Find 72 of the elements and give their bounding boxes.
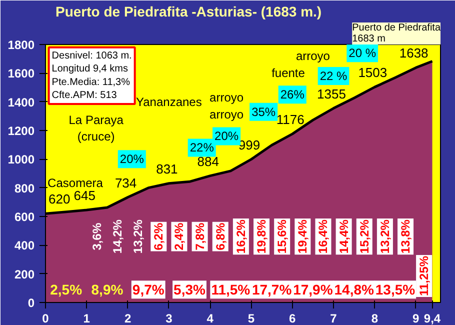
- annotation: 13,5%: [375, 282, 416, 298]
- annotation: 14,2%: [110, 219, 125, 254]
- y-tick-label: 1800: [8, 38, 35, 52]
- x-tick-label: 2: [124, 312, 132, 325]
- data-label: 1503: [358, 65, 388, 80]
- x-tick-label: 0: [42, 312, 50, 325]
- annotation: 13,2%: [378, 219, 392, 254]
- annotation: 20 %: [348, 46, 376, 60]
- y-tick-label: 1000: [8, 152, 35, 167]
- annotation: Casomera: [48, 176, 104, 190]
- annotation: 14,4%: [336, 219, 351, 254]
- annotation: 6,2%: [152, 222, 166, 250]
- y-tick-label: 400: [14, 238, 35, 253]
- annotation: 20%: [214, 129, 239, 144]
- annotation: 14,8%: [334, 282, 374, 298]
- data-label: 734: [114, 175, 137, 190]
- annotation: 17,9%: [293, 282, 334, 298]
- annotation: 7,8%: [192, 222, 207, 250]
- y-tick-label: 200: [14, 267, 35, 282]
- chart-title: Puerto de Piedrafita -Asturias- (1683 m.): [56, 4, 322, 20]
- annotation: 9,7%: [132, 282, 165, 298]
- annotation: 11,5%: [211, 282, 251, 298]
- x-tick-label: 8: [371, 312, 378, 325]
- annotation: 2,5%: [50, 282, 83, 298]
- text: Puerto de Piedrafita 1683 m: [352, 22, 441, 44]
- annotation: 3,6%: [90, 222, 104, 250]
- annotation: Desnivel: 1063 m. Longitud 9,4 kms Pte.Media: 11,3% Cfte.APM: 513: [52, 50, 132, 101]
- y-tick-label: 1600: [8, 66, 35, 81]
- annotation: 17,7%: [252, 282, 292, 298]
- data-label: 1638: [399, 46, 428, 61]
- annotation: 15,6%: [275, 219, 290, 254]
- y-tick-label: 800: [14, 181, 35, 196]
- data-label: 1355: [317, 86, 346, 102]
- annotation: arroyo arroyo: [210, 90, 244, 122]
- x-tick-label: 9: [412, 312, 420, 325]
- data-label: 831: [156, 161, 178, 176]
- x-tick-label: 7: [330, 312, 338, 325]
- annotation: 16,4%: [316, 219, 330, 254]
- data-label: 884: [197, 154, 219, 169]
- annotation: 13,8%: [398, 219, 413, 254]
- x-tick-label: 5: [248, 312, 255, 325]
- y-tick-label: 1400: [8, 95, 35, 110]
- annotation: 8,9%: [91, 282, 124, 298]
- x-tick-label: 3: [166, 312, 173, 325]
- y-tick-label: 1200: [8, 124, 35, 138]
- x-tick-label: 1: [83, 312, 90, 325]
- x-tick-label: 4: [206, 312, 214, 325]
- y-tick-label: 0: [28, 296, 35, 310]
- annotation: 19,8%: [254, 219, 269, 254]
- y-tick-label: 600: [14, 210, 35, 224]
- annotation: 5,3%: [174, 282, 206, 298]
- x-tick-label: 6: [289, 312, 296, 325]
- annotation: 22 %: [320, 69, 348, 84]
- annotation: 13,2%: [131, 219, 146, 254]
- annotation: 16,2%: [234, 219, 248, 254]
- annotation: 15,2%: [357, 219, 372, 254]
- annotation: 6,8%: [213, 222, 228, 250]
- annotation: fuente: [272, 66, 306, 80]
- annotation: 22%: [190, 140, 214, 155]
- data-label: 645: [74, 188, 96, 204]
- annotation: 20%: [120, 152, 144, 166]
- annotation: La Paraya (cruce): [68, 112, 124, 144]
- annotation: 11,25%: [417, 256, 432, 296]
- annotation: 19,4%: [296, 219, 310, 254]
- annotation: 35%: [252, 104, 276, 119]
- annotation: arroyo: [296, 48, 330, 63]
- x-tick-label: 9,4: [424, 312, 441, 325]
- annotation: Yananzanes: [136, 94, 202, 109]
- data-label: 1176: [276, 112, 304, 127]
- data-label: 620: [48, 192, 70, 207]
- annotation: 26%: [280, 88, 305, 102]
- annotation: 2,4%: [172, 222, 186, 250]
